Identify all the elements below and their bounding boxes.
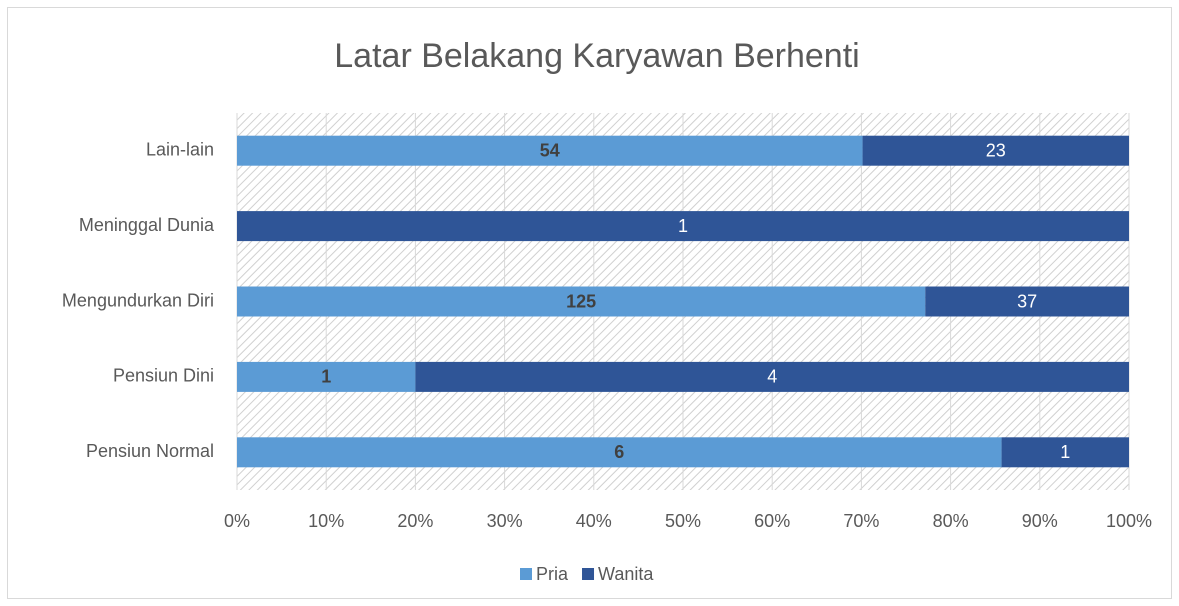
x-tick-label: 100%	[1106, 511, 1152, 531]
data-label: 23	[986, 140, 1006, 160]
x-tick-label: 70%	[843, 511, 879, 531]
data-label: 54	[540, 140, 560, 160]
bar	[237, 437, 1002, 468]
x-tick-label: 40%	[576, 511, 612, 531]
x-tick-label: 80%	[933, 511, 969, 531]
data-label: 1	[678, 216, 688, 236]
bar	[862, 135, 1129, 166]
data-label: 37	[1017, 291, 1037, 311]
bar	[237, 286, 926, 317]
data-label: 4	[767, 367, 777, 387]
y-tick-label: Pensiun Normal	[86, 441, 214, 461]
x-tick-label: 30%	[487, 511, 523, 531]
y-tick-label: Pensiun Dini	[113, 366, 214, 386]
legend-label: Pria	[536, 564, 569, 584]
legend-label: Wanita	[598, 564, 654, 584]
data-label: 1	[1060, 442, 1070, 462]
y-tick-label: Meninggal Dunia	[79, 215, 215, 235]
x-tick-label: 10%	[308, 511, 344, 531]
bar	[415, 361, 1129, 392]
x-tick-label: 50%	[665, 511, 701, 531]
bar	[237, 135, 863, 166]
x-tick-label: 60%	[754, 511, 790, 531]
data-label: 1	[321, 367, 331, 387]
legend-swatch	[520, 568, 532, 580]
data-label: 125	[566, 291, 596, 311]
bar	[1001, 437, 1129, 468]
y-tick-label: Lain-lain	[146, 139, 214, 159]
legend-swatch	[582, 568, 595, 580]
data-label: 6	[614, 442, 624, 462]
x-tick-label: 0%	[224, 511, 250, 531]
x-tick-label: 90%	[1022, 511, 1058, 531]
bar	[237, 211, 1129, 242]
y-tick-label: Mengundurkan Diri	[62, 290, 214, 310]
x-tick-label: 20%	[397, 511, 433, 531]
bar	[925, 286, 1129, 317]
chart-title: Latar Belakang Karyawan Berhenti	[334, 37, 859, 75]
bar	[237, 361, 416, 392]
